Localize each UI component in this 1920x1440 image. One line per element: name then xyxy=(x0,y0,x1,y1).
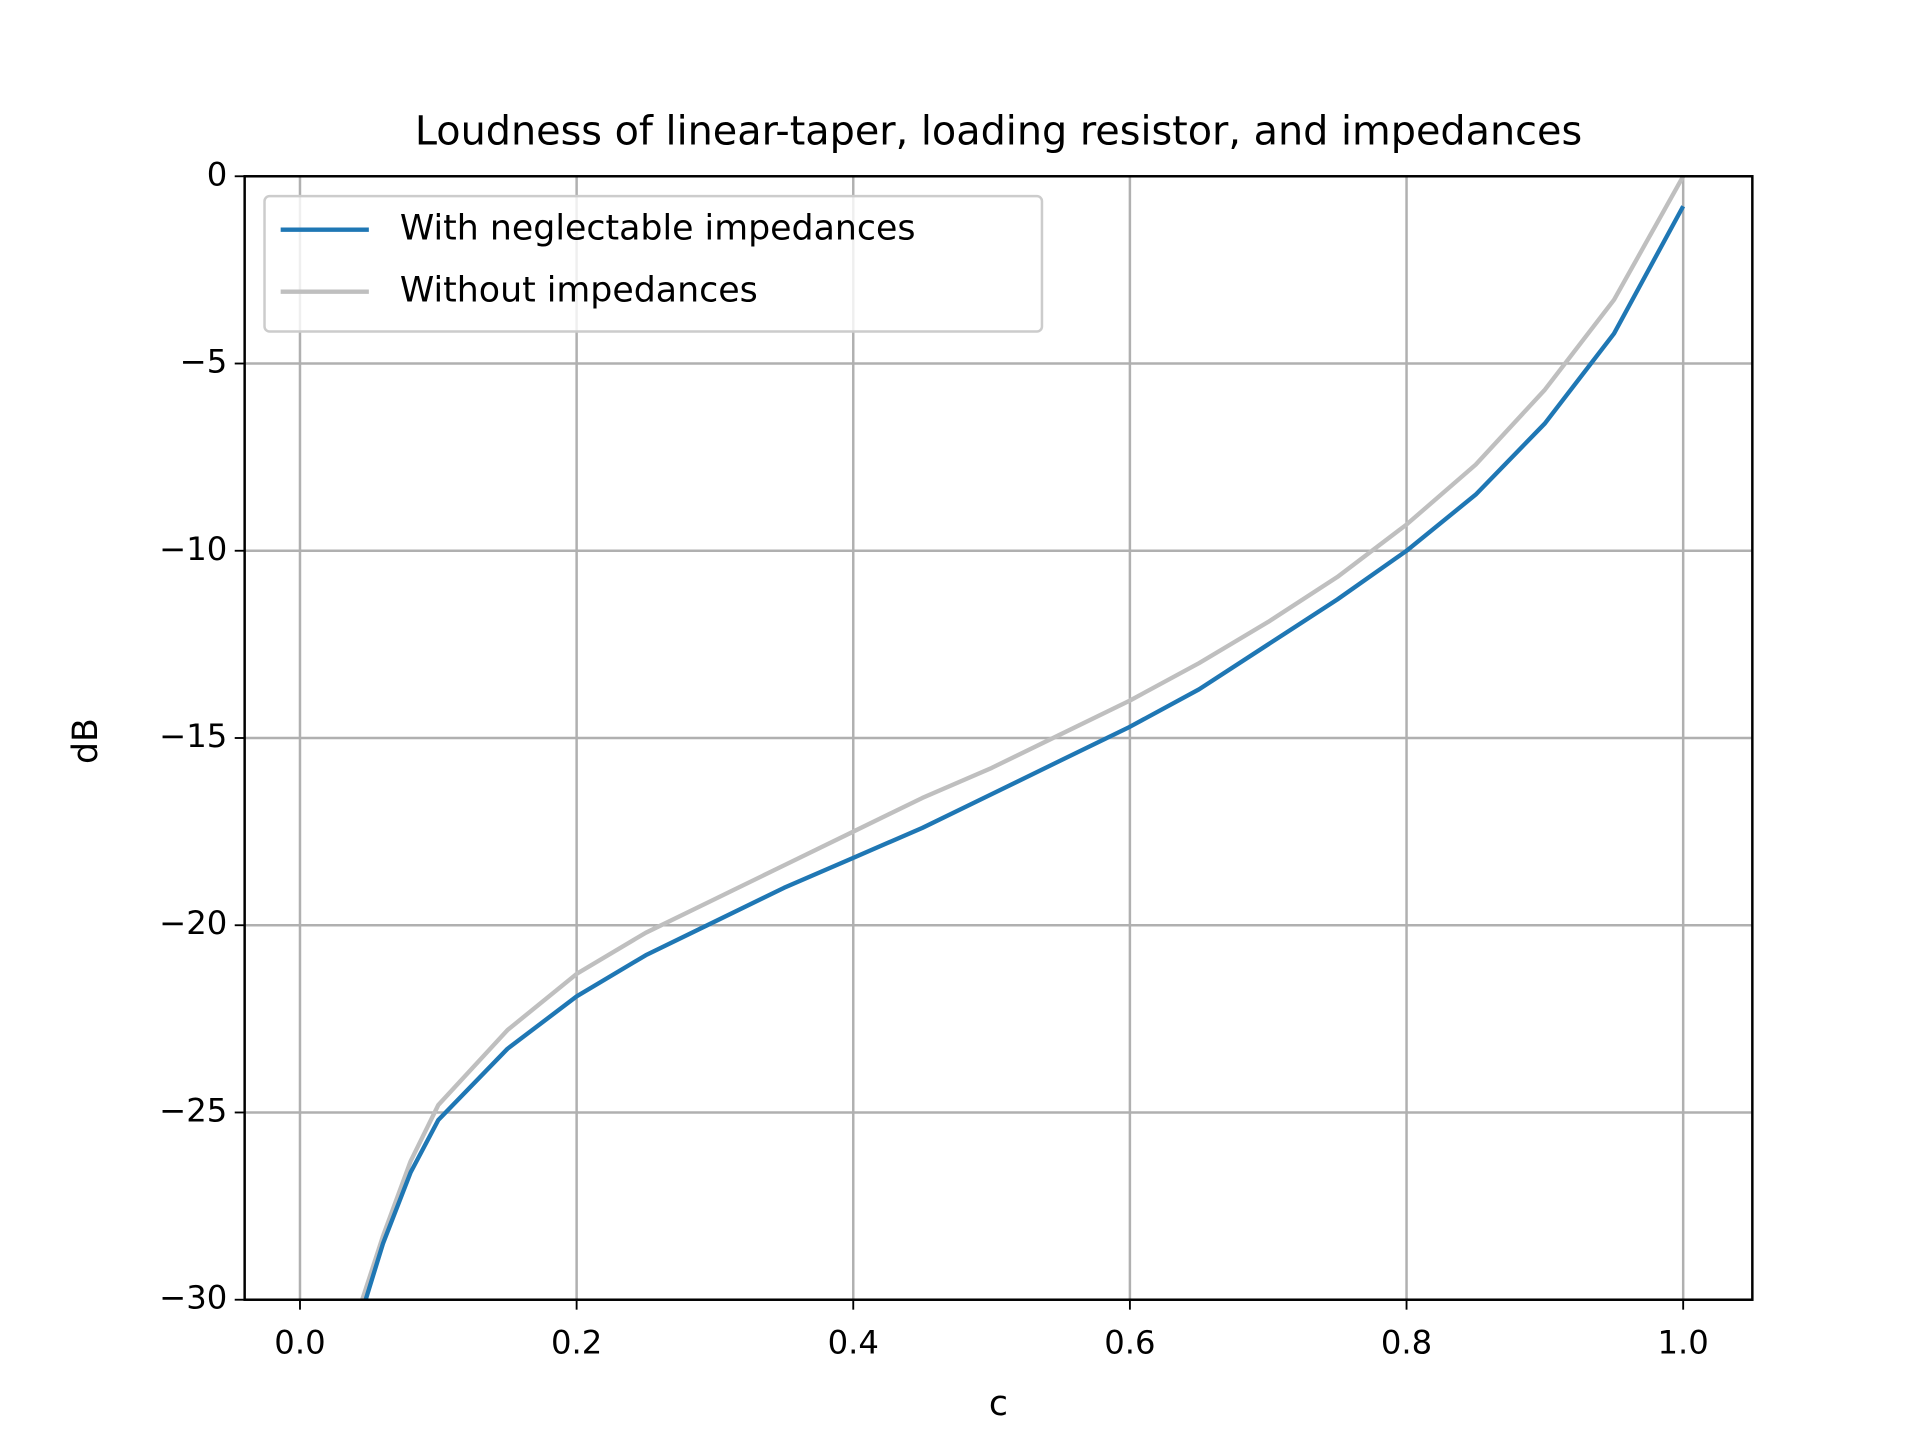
x-tick-label: 0.0 xyxy=(274,1323,325,1361)
legend-label: Without impedances xyxy=(400,271,758,311)
x-tick-label: 0.6 xyxy=(1104,1323,1155,1361)
legend: With neglectable impedances Without imped… xyxy=(263,194,1044,333)
data-line xyxy=(360,176,1686,1300)
legend-label: With neglectable impedances xyxy=(400,209,916,249)
y-tick-label: −5 xyxy=(180,343,228,381)
x-tick-label: 0.8 xyxy=(1381,1323,1432,1361)
y-tick-label: 0 xyxy=(207,155,228,193)
y-axis-label: dB xyxy=(66,718,106,764)
y-tick-label: −15 xyxy=(159,717,227,755)
x-tick-label: 0.2 xyxy=(551,1323,602,1361)
y-tick-label: −25 xyxy=(159,1091,227,1129)
chart-title: Loudness of linear-taper, loading resist… xyxy=(415,109,1582,155)
legend-box xyxy=(263,194,1044,333)
data-line xyxy=(363,205,1686,1300)
x-tick-label: 1.0 xyxy=(1658,1323,1709,1361)
plot-frame xyxy=(243,175,1754,1301)
plot-area xyxy=(360,176,1686,1300)
y-tick-label: −30 xyxy=(159,1279,227,1317)
x-tick-label: 0.4 xyxy=(828,1323,879,1361)
x-axis-label: c xyxy=(989,1384,1008,1424)
y-tick-label: −10 xyxy=(159,530,227,568)
y-tick-label: −20 xyxy=(159,904,227,942)
